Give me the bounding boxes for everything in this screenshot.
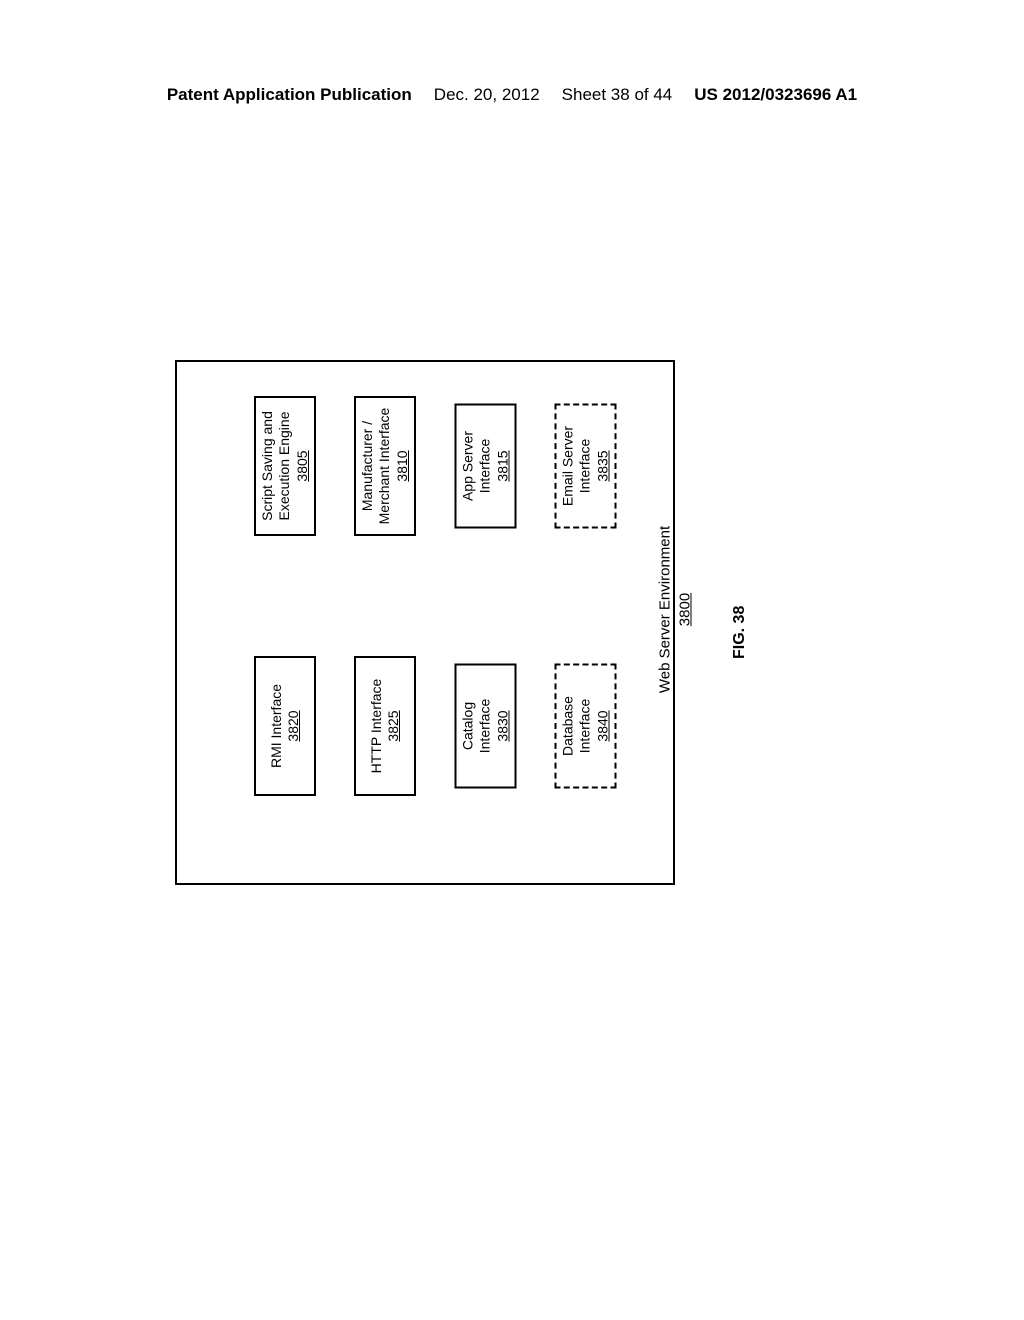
database-line1: Database (559, 696, 577, 756)
script-engine-line1: Script Saving and (259, 411, 277, 521)
publication-label: Patent Application Publication (167, 85, 412, 105)
catalog-line1: Catalog (459, 702, 477, 750)
email-line1: Email Server (559, 426, 577, 506)
database-box: Database Interface 3840 (555, 664, 617, 789)
diagram-area: Script Saving and Execution Engine 3805 … (175, 360, 675, 885)
app-ref: 3815 (494, 450, 512, 481)
figure-label-text: FIG. 38 (731, 606, 748, 659)
env-label-text: Web Server Environment (657, 526, 674, 693)
catalog-line2: Interface (477, 699, 495, 753)
script-engine-box: Script Saving and Execution Engine 3805 (254, 396, 316, 536)
rmi-box: RMI Interface 3820 (254, 656, 316, 796)
email-box: Email Server Interface 3835 (555, 404, 617, 529)
environment-label: Web Server Environment 3800 (656, 510, 695, 710)
rmi-line1: RMI Interface (268, 684, 286, 768)
http-box: HTTP Interface 3825 (354, 656, 416, 796)
http-line1: HTTP Interface (368, 679, 386, 774)
manuf-line1: Manufacturer / (359, 421, 377, 511)
database-line2: Interface (577, 699, 595, 753)
app-server-box: App Server Interface 3815 (455, 404, 517, 529)
email-ref: 3835 (594, 450, 612, 481)
page-header: Patent Application Publication Dec. 20, … (0, 85, 1024, 105)
catalog-ref: 3830 (494, 710, 512, 741)
script-engine-ref: 3805 (294, 450, 312, 481)
app-line2: Interface (477, 439, 495, 493)
http-ref: 3825 (385, 710, 403, 741)
manuf-merchant-box: Manufacturer / Merchant Interface 3810 (354, 396, 416, 536)
publication-date: Dec. 20, 2012 (434, 85, 540, 105)
script-engine-line2: Execution Engine (276, 412, 294, 521)
app-line1: App Server (459, 431, 477, 501)
publication-number: US 2012/0323696 A1 (694, 85, 857, 105)
figure-label: FIG. 38 (731, 579, 749, 659)
sheet-number: Sheet 38 of 44 (562, 85, 673, 105)
env-label-ref: 3800 (676, 593, 693, 626)
manuf-line2: Merchant Interface (376, 408, 394, 525)
catalog-box: Catalog Interface 3830 (455, 664, 517, 789)
email-line2: Interface (577, 439, 595, 493)
database-ref: 3840 (594, 710, 612, 741)
manuf-ref: 3810 (394, 450, 412, 481)
rmi-ref: 3820 (285, 710, 303, 741)
